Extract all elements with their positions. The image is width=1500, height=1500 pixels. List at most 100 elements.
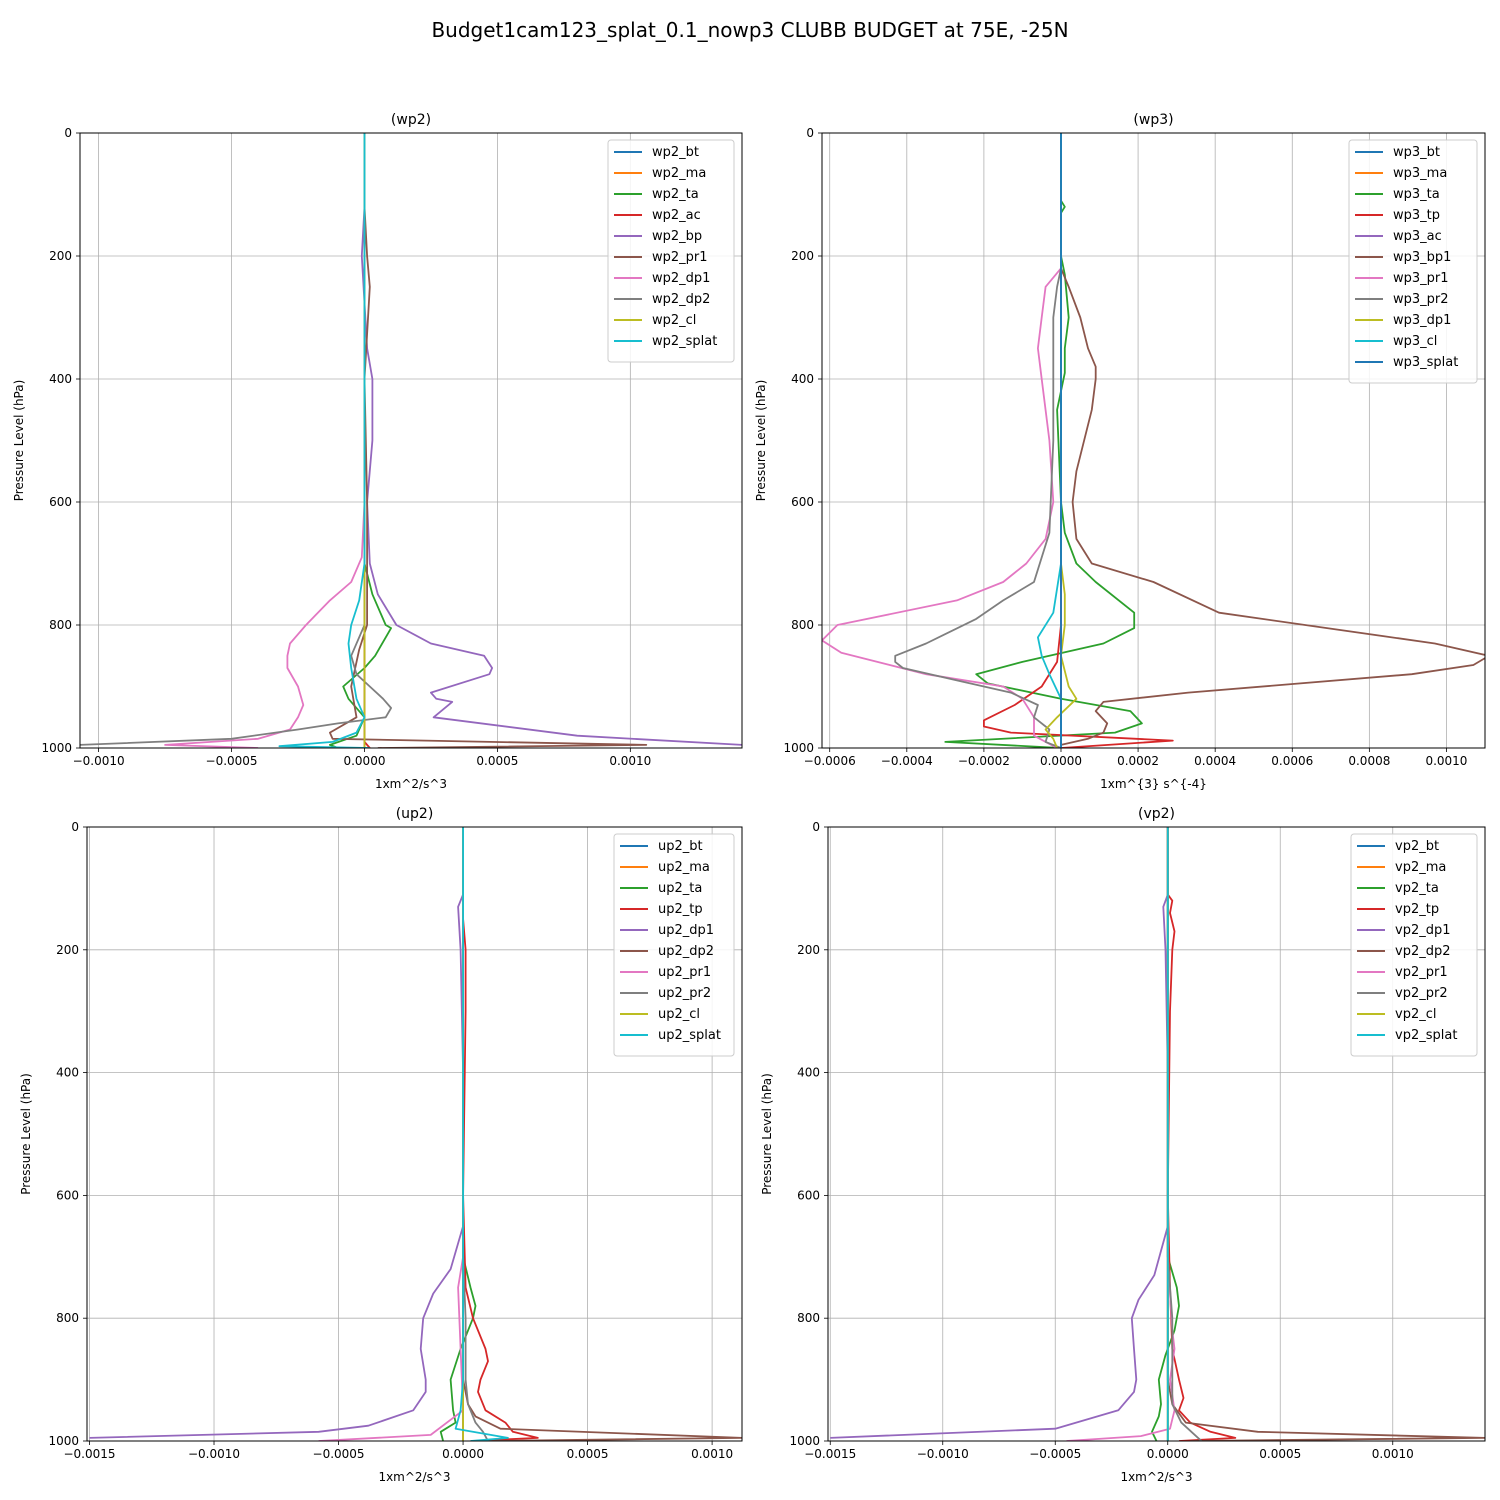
series-line-wp2_dp2 <box>80 133 392 746</box>
legend-entry: wp2_cl <box>652 313 696 328</box>
legend-entry: up2_ta <box>658 881 702 896</box>
legend-entry: up2_tp <box>658 902 703 917</box>
y-tick-label: 800 <box>791 618 814 632</box>
legend-entry: wp3_ta <box>1393 187 1440 202</box>
legend-entry: wp2_bp <box>652 229 702 244</box>
x-tick-label: −0.0010 <box>73 754 125 768</box>
x-tick-label: −0.0010 <box>917 1447 969 1461</box>
y-tick-label: 200 <box>797 943 820 957</box>
legend-entry: wp2_dp1 <box>652 271 710 286</box>
series-line-wp3_dp1 <box>1044 133 1078 748</box>
y-tick-label: 200 <box>56 943 79 957</box>
series-line-wp2_bp <box>360 133 742 746</box>
panel-0: −0.0010 −0.0005 0.0000 0.0005 0.0010 0 200 400 6… <box>12 112 743 791</box>
series-line-wp3_pr2 <box>894 133 1062 748</box>
axes-frame <box>79 132 743 749</box>
legend-entry: wp3_dp1 <box>1393 313 1451 328</box>
legend-entry: wp3_tp <box>1393 208 1440 223</box>
x-tick-label: −0.0005 <box>206 754 258 768</box>
x-tick-label: −0.0015 <box>63 1447 115 1461</box>
series-line-wp2_dp1 <box>164 133 366 748</box>
legend-box <box>607 139 735 363</box>
subplot-title: (wp2) <box>391 112 431 128</box>
x-tick-label: 0.0010 <box>1372 1447 1414 1461</box>
y-tick-label: 1000 <box>48 1434 79 1448</box>
legend-entry: wp3_ma <box>1393 166 1447 181</box>
x-axis-label: 1xm^2/s^3 <box>375 777 447 791</box>
x-tick-label: 0.0000 <box>1147 1447 1189 1461</box>
x-tick-label: 0.0005 <box>1259 1447 1301 1461</box>
legend-entry: wp3_pr2 <box>1393 292 1449 307</box>
y-tick-label: 1000 <box>789 1434 820 1448</box>
legend-entry: vp2_ta <box>1395 881 1439 896</box>
legend: wp2_bt wp2_ma wp2_ta wp2_ac wp2_bp wp2_pr1 wp2… <box>607 139 735 363</box>
series-group <box>80 133 742 748</box>
x-tick-label: −0.0005 <box>1029 1447 1081 1461</box>
x-tick-label: 0.0010 <box>609 754 651 768</box>
y-tick-label: 400 <box>49 372 72 386</box>
legend-entry: wp2_ta <box>652 187 699 202</box>
legend-entry: wp2_dp2 <box>652 292 710 307</box>
legend-entry: wp2_bt <box>652 145 699 160</box>
x-tick-label: 0.0002 <box>1117 754 1159 768</box>
x-tick-label: −0.0002 <box>958 754 1010 768</box>
series-group <box>830 827 1485 1441</box>
y-tick-label: 400 <box>797 1066 820 1080</box>
y-tick-label: 800 <box>797 1311 820 1325</box>
figure-title: Budget1cam123_splat_0.1_nowp3 CLUBB BUDG… <box>431 18 1068 42</box>
axes-frame <box>827 826 1486 1442</box>
x-tick-label: 0.0000 <box>442 1447 484 1461</box>
legend-entry: wp2_ac <box>652 208 701 223</box>
y-tick-label: 1000 <box>783 741 814 755</box>
legend-entry: up2_splat <box>658 1028 721 1043</box>
y-axis-label: Pressure Level (hPa) <box>12 380 26 502</box>
legend-entry: wp3_pr1 <box>1393 271 1449 286</box>
series-group <box>822 133 1485 748</box>
legend-entry: wp3_cl <box>1393 334 1437 349</box>
y-tick-label: 0 <box>806 126 814 140</box>
series-line-vp2_dp1 <box>830 827 1169 1439</box>
series-line-up2_tp <box>462 827 539 1441</box>
subplot-title: (up2) <box>396 806 434 822</box>
y-tick-label: 400 <box>791 372 814 386</box>
subplot-title: (wp3) <box>1133 112 1173 128</box>
series-group <box>89 827 742 1441</box>
y-axis-label: Pressure Level (hPa) <box>754 380 768 502</box>
legend-entry: up2_dp1 <box>658 923 714 938</box>
x-tick-label: 0.0005 <box>567 1447 609 1461</box>
legend-entry: vp2_dp2 <box>1395 944 1451 959</box>
y-axis-label: Pressure Level (hPa) <box>19 1073 33 1195</box>
x-tick-label: 0.0000 <box>1040 754 1082 768</box>
y-tick-label: 800 <box>56 1311 79 1325</box>
legend-entry: wp3_splat <box>1393 355 1458 370</box>
series-line-vp2_ta <box>1151 827 1180 1441</box>
legend-entry: wp2_ma <box>652 166 706 181</box>
panel-3: −0.0015 −0.0010 −0.0005 0.0000 0.0005 0.0010 0… <box>760 806 1486 1484</box>
legend-entry: up2_cl <box>658 1007 700 1022</box>
y-tick-label: 600 <box>56 1188 79 1202</box>
legend-entry: vp2_pr1 <box>1395 965 1448 980</box>
legend: vp2_bt vp2_ma vp2_ta vp2_tp vp2_dp1 vp2_dp2vp… <box>1350 833 1478 1057</box>
y-tick-label: 400 <box>56 1066 79 1080</box>
x-tick-label: 0.0004 <box>1194 754 1236 768</box>
legend-entry: vp2_splat <box>1395 1028 1457 1043</box>
legend-entry: vp2_cl <box>1395 1007 1436 1022</box>
y-tick-label: 600 <box>797 1188 820 1202</box>
legend-entry: vp2_pr2 <box>1395 986 1448 1001</box>
panels: −0.0010 −0.0005 0.0000 0.0005 0.0010 0 200 400 6… <box>12 112 1486 1484</box>
series-line-wp2_splat <box>278 133 370 748</box>
y-tick-label: 0 <box>64 126 72 140</box>
x-tick-label: 0.0008 <box>1348 754 1390 768</box>
legend-entry: wp3_bp1 <box>1393 250 1451 265</box>
y-tick-label: 0 <box>71 820 79 834</box>
axes-frame <box>86 826 743 1442</box>
y-tick-label: 0 <box>812 820 820 834</box>
x-axis-label: 1xm^{3} s^{-4} <box>1100 777 1207 791</box>
y-tick-label: 800 <box>49 618 72 632</box>
panel-2: −0.0015 −0.0010 −0.0005 0.0000 0.0005 0.0010 0… <box>19 806 743 1484</box>
legend: up2_bt up2_ma up2_ta up2_tp up2_dp1 up2_dp2up… <box>613 833 735 1057</box>
series-line-wp3_cl <box>1037 133 1062 748</box>
axes-frame <box>821 132 1486 749</box>
x-tick-label: −0.0005 <box>313 1447 365 1461</box>
